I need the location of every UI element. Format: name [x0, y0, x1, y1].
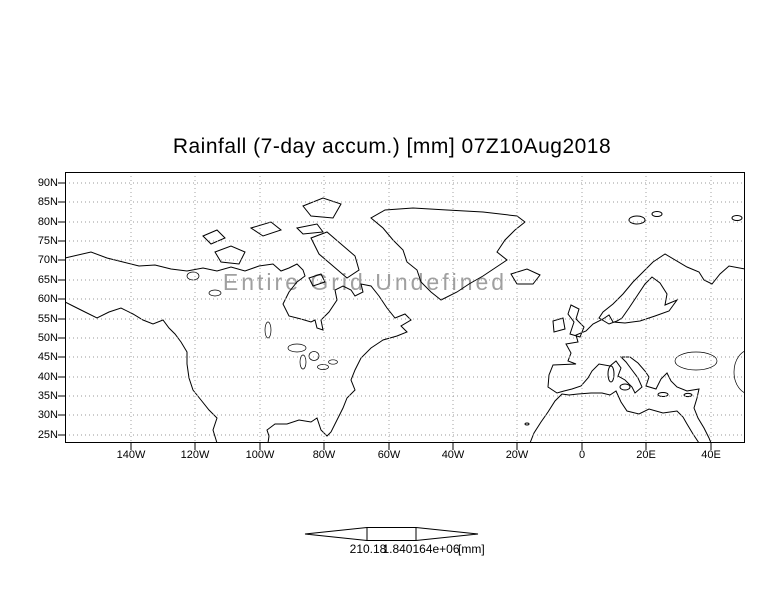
colorbar-left-value: 210.18	[349, 542, 387, 556]
x-tick-label: 140W	[116, 449, 146, 461]
lake-huron	[308, 351, 320, 361]
black-sea	[674, 351, 718, 371]
x-tick-label: 40W	[441, 449, 465, 461]
plot-frame	[65, 172, 745, 443]
colorbar	[304, 526, 480, 542]
lake-winnipeg	[264, 321, 272, 339]
x-tick-label: 120W	[180, 449, 210, 461]
y-tick-label: 45N	[37, 351, 58, 363]
y-tick-label: 25N	[37, 429, 58, 441]
y-tick-label: 65N	[37, 274, 58, 286]
great-slave-lake	[208, 289, 222, 297]
x-tick-label: 20W	[505, 449, 529, 461]
colorbar-right-value: 1.840164e+06	[382, 542, 460, 556]
plot-area: Entire Grid Undefined	[58, 172, 745, 450]
watermark-text: Entire Grid Undefined	[223, 269, 507, 295]
y-tick-label: 30N	[37, 409, 58, 421]
lake-michigan	[299, 354, 307, 370]
axis-ticks	[58, 182, 712, 450]
y-tick-label: 90N	[37, 177, 58, 189]
x-tick-label: 60W	[377, 449, 401, 461]
y-tick-label: 70N	[37, 254, 58, 266]
x-tick-label: 100W	[245, 449, 275, 461]
x-tick-label: 40E	[701, 449, 721, 461]
graticule	[65, 172, 745, 443]
y-tick-label: 85N	[37, 196, 58, 208]
lakes	[186, 271, 745, 394]
x-tick-label: 80W	[312, 449, 336, 461]
colorbar-shape	[304, 527, 479, 541]
caspian-sea	[733, 350, 745, 394]
colorbar-svg	[304, 527, 479, 541]
x-tick-label: 20E	[636, 449, 656, 461]
y-tick-label: 60N	[37, 293, 58, 305]
plot-title: Rainfall (7-day accum.) [mm] 07Z10Aug201…	[172, 135, 612, 158]
y-tick-label: 55N	[37, 313, 58, 325]
great-bear-lake	[186, 271, 200, 281]
rainfall-map-svg: Entire Grid Undefined	[58, 172, 745, 450]
lake-erie	[317, 364, 329, 370]
y-tick-label: 40N	[37, 371, 58, 383]
y-tick-label: 50N	[37, 332, 58, 344]
lake-superior	[287, 343, 307, 353]
y-tick-label: 80N	[37, 216, 58, 228]
y-tick-label: 75N	[37, 235, 58, 247]
colorbar-units: [mm]	[458, 542, 485, 556]
y-tick-label: 35N	[37, 390, 58, 402]
x-tick-label: 0	[578, 449, 586, 461]
lake-ontario	[328, 359, 338, 365]
